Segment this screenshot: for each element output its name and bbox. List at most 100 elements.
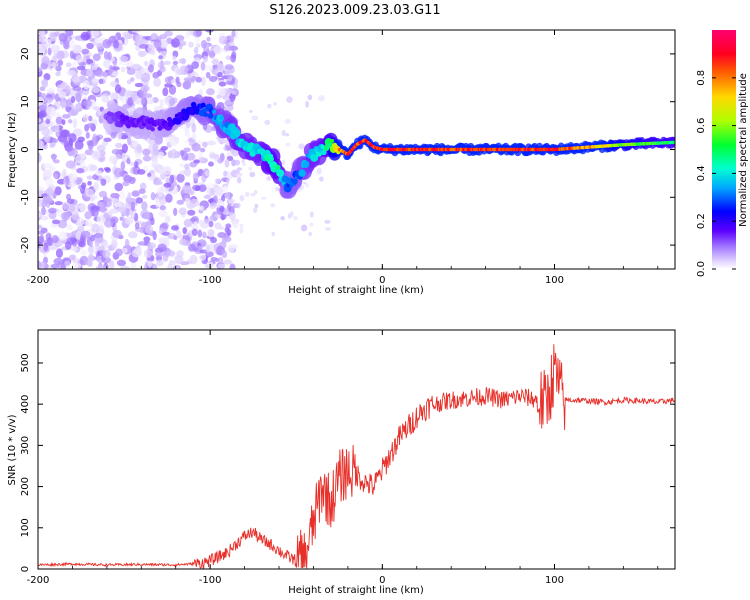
noise-blob <box>182 184 192 194</box>
noise-blob <box>89 164 98 171</box>
noise-blob <box>128 231 138 239</box>
noise-blob <box>138 39 149 45</box>
noise-blob <box>121 134 129 140</box>
noise-blob <box>318 95 325 102</box>
noise-blob <box>207 261 214 269</box>
noise-blob <box>193 159 201 164</box>
noise-blob <box>188 243 196 252</box>
noise-blob <box>298 143 305 150</box>
noise-blob <box>205 244 211 253</box>
track-core <box>244 141 250 147</box>
noise-blob <box>111 148 122 155</box>
noise-blob <box>282 159 286 166</box>
noise-blob <box>223 44 232 52</box>
noise-blob <box>163 60 171 65</box>
noise-blob <box>189 217 198 222</box>
noise-blob <box>100 178 107 186</box>
noise-blob <box>50 44 61 53</box>
noise-blob <box>187 209 196 216</box>
noise-blob <box>156 259 164 267</box>
noise-blob <box>169 174 175 184</box>
noise-blob <box>134 161 139 168</box>
colorbar <box>712 30 736 269</box>
noise-blob <box>71 210 80 221</box>
noise-blob <box>231 30 236 38</box>
noise-blob <box>143 236 151 243</box>
noise-blob <box>213 45 223 55</box>
noise-blob <box>48 166 56 172</box>
noise-blob <box>150 217 155 226</box>
noise-blob <box>42 169 52 180</box>
noise-blob <box>53 31 60 37</box>
noise-blob <box>101 93 110 103</box>
noise-blob <box>239 226 244 234</box>
noise-blob <box>198 219 206 226</box>
noise-blob <box>102 265 110 269</box>
noise-blob <box>89 196 95 202</box>
noise-blob <box>115 153 122 160</box>
noise-blob <box>58 231 68 241</box>
noise-blob <box>116 259 127 267</box>
noise-blob <box>165 193 173 203</box>
noise-blob <box>50 263 59 269</box>
noise-blob <box>62 202 68 210</box>
noise-blob <box>107 51 112 61</box>
noise-blob <box>153 77 162 88</box>
bottom-ytick-label: 0 <box>20 566 31 572</box>
noise-blob <box>119 189 126 200</box>
noise-blob <box>57 59 64 66</box>
noise-blob <box>158 200 165 206</box>
noise-blob <box>167 263 173 269</box>
noise-blob <box>91 223 100 233</box>
bottom-xtick-label: -100 <box>199 575 222 586</box>
noise-blob <box>195 185 200 192</box>
noise-blob <box>189 198 200 208</box>
noise-blob <box>254 203 259 209</box>
noise-blob <box>192 172 199 181</box>
noise-blob <box>72 85 82 92</box>
track-core <box>298 169 306 177</box>
noise-blob <box>212 195 218 205</box>
noise-blob <box>305 100 309 108</box>
noise-blob <box>216 101 225 111</box>
noise-blob <box>184 197 190 205</box>
noise-blob <box>86 42 94 50</box>
noise-blob <box>236 176 242 184</box>
noise-blob <box>85 188 95 198</box>
noise-blob <box>286 96 293 103</box>
noise-blob <box>142 86 148 97</box>
noise-blob <box>227 244 236 253</box>
noise-blob <box>249 171 256 178</box>
noise-blob <box>219 205 225 213</box>
noise-blob <box>264 119 271 125</box>
noise-blob <box>94 170 103 176</box>
noise-blob <box>235 172 243 178</box>
noise-blob <box>217 263 226 269</box>
noise-blob <box>39 234 45 244</box>
noise-blob <box>38 35 48 43</box>
noise-blob <box>229 92 236 103</box>
noise-blob <box>228 211 234 216</box>
noise-blob <box>214 177 221 184</box>
noise-blob <box>239 195 245 202</box>
noise-blob <box>96 265 103 269</box>
noise-blob <box>217 71 223 78</box>
noise-blob <box>309 211 314 218</box>
colorbar-tick-label: 0.0 <box>696 261 707 277</box>
noise-blob <box>202 231 207 239</box>
noise-blob <box>221 239 227 248</box>
track-core <box>672 140 675 145</box>
noise-blob <box>161 231 171 236</box>
noise-blob <box>227 75 233 82</box>
noise-blob <box>97 51 104 56</box>
noise-blob <box>166 250 176 257</box>
noise-blob <box>110 92 119 102</box>
track-core <box>310 153 319 162</box>
noise-blob <box>54 186 62 196</box>
noise-blob <box>103 212 109 219</box>
noise-blob <box>74 91 82 102</box>
noise-blob <box>229 263 236 269</box>
noise-blob <box>45 118 51 125</box>
